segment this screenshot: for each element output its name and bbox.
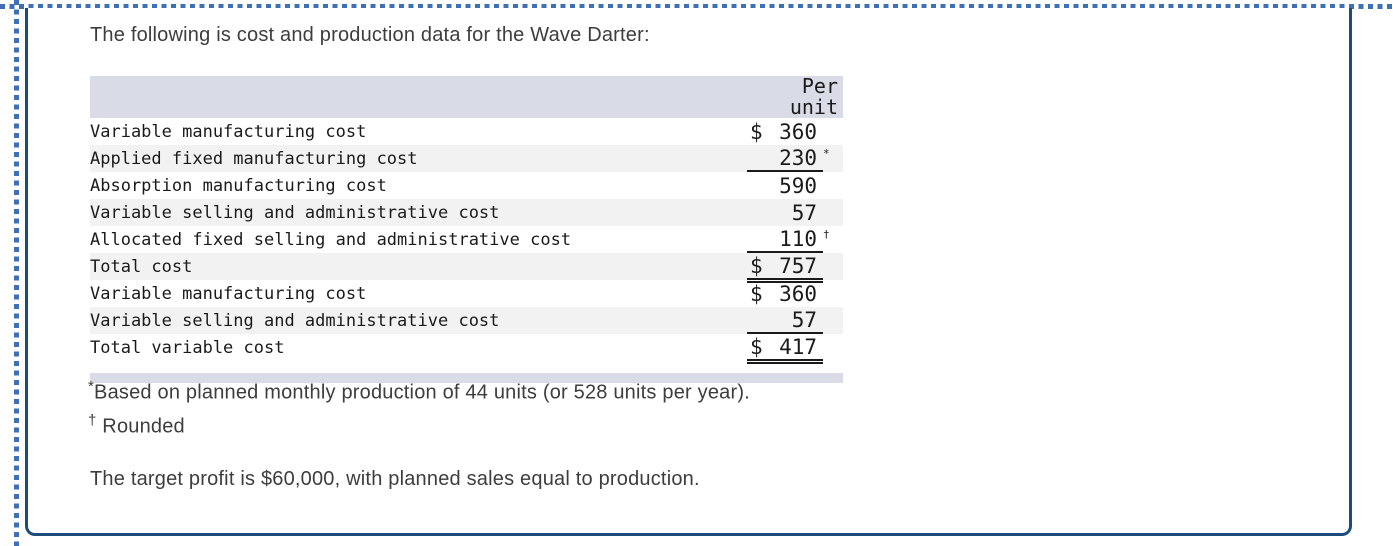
table-row: Absorption manufacturing cost 590: [90, 172, 843, 199]
target-profit-text: The target profit is $60,000, with plann…: [90, 468, 700, 490]
cost-table: Per unit Variable manufacturing cost $36…: [90, 76, 843, 364]
footnote-marker: *: [88, 378, 95, 395]
footnote-text: Based on planned monthly production of 4…: [94, 381, 750, 404]
cost-table-body: Variable manufacturing cost $360 Applied…: [90, 118, 843, 364]
table-row: Allocated fixed selling and administrati…: [90, 226, 843, 253]
row-value: $360: [742, 118, 843, 145]
footnote-marker: †: [88, 412, 97, 429]
table-header-row: Per unit: [90, 76, 843, 118]
cost-table-container: Per unit Variable manufacturing cost $36…: [90, 76, 843, 383]
dotted-left-border: [14, 0, 19, 546]
row-value: 57: [742, 307, 843, 334]
per-unit-header: Per unit: [789, 74, 838, 119]
footnote-asterisk: *Based on planned monthly production of …: [88, 378, 750, 405]
row-label: Variable selling and administrative cost: [90, 310, 500, 331]
dotted-top-border: [0, 4, 1393, 9]
table-row: Variable manufacturing cost $360: [90, 280, 843, 307]
table-row: Applied fixed manufacturing cost 230 *: [90, 145, 843, 172]
table-row: Variable selling and administrative cost…: [90, 307, 843, 334]
table-row: Total variable cost $417: [90, 334, 843, 364]
amount: 417: [779, 334, 817, 359]
header-label-cell: [90, 76, 742, 118]
amount: 360: [779, 281, 817, 306]
currency-sign: $: [750, 253, 763, 278]
row-label: Total cost: [90, 256, 193, 277]
amount: 110: [779, 226, 817, 251]
amount: 360: [779, 119, 817, 144]
currency-sign: $: [750, 119, 763, 144]
row-label: Variable selling and administrative cost: [90, 202, 500, 223]
amount: 230: [779, 145, 817, 170]
table-row: Total cost $757: [90, 253, 843, 283]
footnote-dagger: † Rounded: [88, 412, 185, 439]
table-footer-bar: [90, 373, 843, 383]
intro-text: The following is cost and production dat…: [90, 24, 650, 46]
footnote-text: Rounded: [96, 415, 185, 438]
amount: 57: [791, 200, 817, 225]
amount: 757: [779, 253, 817, 278]
table-row: Variable selling and administrative cost…: [90, 199, 843, 226]
row-value: $360: [742, 280, 843, 307]
amount: 590: [779, 173, 817, 198]
row-value: $757: [742, 253, 843, 283]
row-label: Total variable cost: [90, 337, 285, 358]
currency-sign: $: [750, 281, 763, 306]
row-value: 110 †: [742, 226, 843, 253]
row-label: Absorption manufacturing cost: [90, 175, 387, 196]
superscript-marker: †: [823, 228, 830, 241]
row-value: 57: [742, 199, 843, 226]
superscript-marker: *: [823, 147, 830, 160]
row-label: Applied fixed manufacturing cost: [90, 148, 418, 169]
content-card: The following is cost and production dat…: [25, 8, 1352, 536]
row-value: $417: [742, 334, 843, 364]
row-label: Variable manufacturing cost: [90, 283, 367, 304]
amount: 57: [791, 307, 817, 332]
row-value: 590: [742, 172, 843, 199]
currency-sign: $: [750, 334, 763, 359]
table-row: Variable manufacturing cost $360: [90, 118, 843, 145]
row-label: Variable manufacturing cost: [90, 121, 367, 142]
row-label: Allocated fixed selling and administrati…: [90, 229, 572, 250]
row-value: 230 *: [742, 145, 843, 172]
